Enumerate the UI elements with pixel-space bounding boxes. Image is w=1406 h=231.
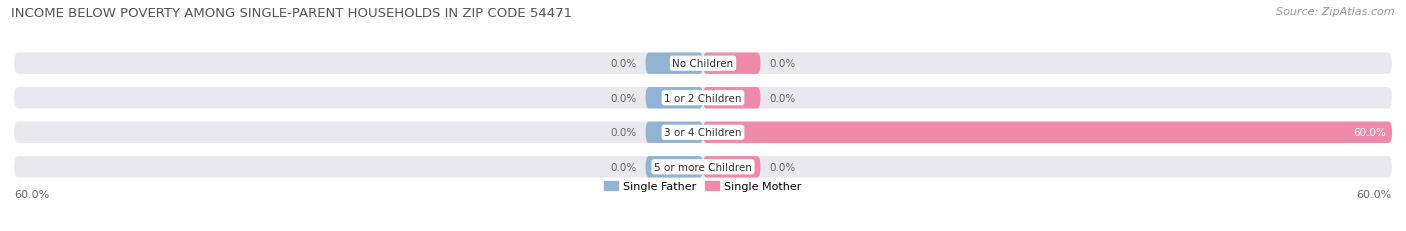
FancyBboxPatch shape: [14, 88, 1392, 109]
Text: 60.0%: 60.0%: [1357, 189, 1392, 199]
Text: 60.0%: 60.0%: [14, 189, 49, 199]
Text: 0.0%: 0.0%: [769, 93, 796, 103]
Text: 60.0%: 60.0%: [1402, 128, 1406, 138]
FancyBboxPatch shape: [14, 53, 1392, 75]
Text: 0.0%: 0.0%: [769, 162, 796, 172]
Text: 5 or more Children: 5 or more Children: [654, 162, 752, 172]
FancyBboxPatch shape: [14, 122, 1392, 143]
FancyBboxPatch shape: [14, 156, 1392, 178]
FancyBboxPatch shape: [703, 122, 1392, 143]
Text: 1 or 2 Children: 1 or 2 Children: [664, 93, 742, 103]
FancyBboxPatch shape: [645, 156, 703, 178]
FancyBboxPatch shape: [645, 88, 703, 109]
FancyBboxPatch shape: [703, 53, 761, 75]
Text: 0.0%: 0.0%: [610, 59, 637, 69]
FancyBboxPatch shape: [645, 53, 703, 75]
FancyBboxPatch shape: [703, 156, 761, 178]
Text: 0.0%: 0.0%: [610, 162, 637, 172]
FancyBboxPatch shape: [703, 88, 761, 109]
Text: Source: ZipAtlas.com: Source: ZipAtlas.com: [1277, 7, 1395, 17]
Text: 3 or 4 Children: 3 or 4 Children: [664, 128, 742, 138]
Text: INCOME BELOW POVERTY AMONG SINGLE-PARENT HOUSEHOLDS IN ZIP CODE 54471: INCOME BELOW POVERTY AMONG SINGLE-PARENT…: [11, 7, 572, 20]
FancyBboxPatch shape: [645, 122, 703, 143]
Text: 0.0%: 0.0%: [610, 93, 637, 103]
Text: 60.0%: 60.0%: [1354, 128, 1386, 138]
Text: 0.0%: 0.0%: [610, 128, 637, 138]
Text: No Children: No Children: [672, 59, 734, 69]
Text: 0.0%: 0.0%: [769, 59, 796, 69]
Legend: Single Father, Single Mother: Single Father, Single Mother: [600, 176, 806, 196]
